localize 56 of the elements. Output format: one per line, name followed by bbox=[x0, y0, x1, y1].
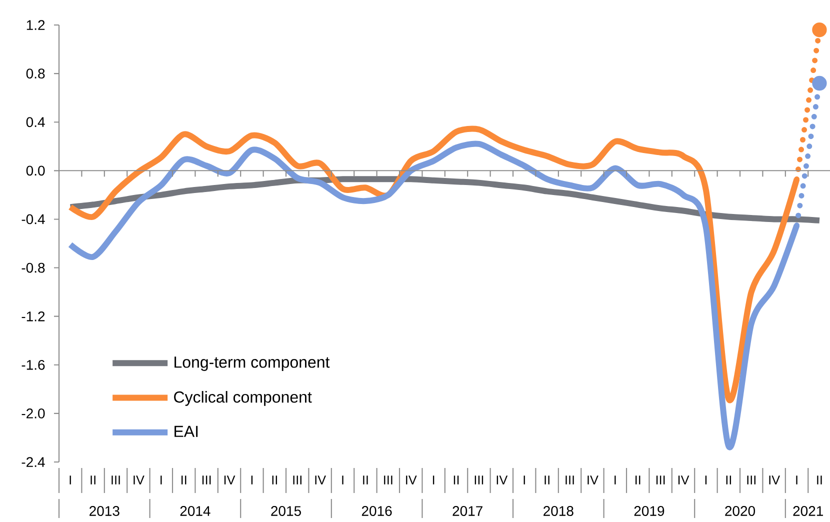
y-tick-label: -0.8 bbox=[22, 262, 45, 273]
text: 2020 bbox=[725, 506, 756, 516]
x-tick-label: II bbox=[363, 476, 368, 484]
x-tick-label: I bbox=[614, 476, 616, 484]
x-tick-label: I bbox=[432, 476, 434, 484]
x-tick-label: II bbox=[636, 476, 640, 484]
x-tick-label: I bbox=[160, 476, 162, 484]
x-tick-label: III bbox=[112, 476, 120, 484]
y-tick-label: -1.6 bbox=[22, 360, 45, 370]
x-tick-label: III bbox=[747, 476, 756, 484]
x-tick-label: IV bbox=[224, 476, 236, 484]
x-tick-label: I bbox=[705, 476, 707, 484]
x-tick-label: II bbox=[272, 476, 277, 484]
legend-label: EAI bbox=[174, 426, 198, 437]
text: 2013 bbox=[90, 506, 120, 516]
text: 2015 bbox=[271, 506, 301, 516]
x-tick-label: IV bbox=[134, 476, 144, 484]
x-tick-label: I bbox=[524, 476, 525, 484]
x-tick-label: IV bbox=[678, 476, 690, 484]
x-tick-label: II bbox=[817, 476, 822, 484]
y-tick-label: -0.4 bbox=[22, 214, 45, 224]
x-tick-label: III bbox=[293, 476, 302, 484]
x-tick-label: IV bbox=[769, 476, 780, 484]
text: 2021 bbox=[793, 506, 823, 516]
x-tick-label: III bbox=[656, 476, 665, 484]
x-tick-label: II bbox=[726, 476, 732, 484]
x-tick-label: III bbox=[384, 476, 392, 484]
x-tick-label: IV bbox=[588, 476, 598, 484]
text: 2018 bbox=[544, 506, 574, 516]
x-tick-label: II bbox=[454, 476, 459, 484]
y-tick-label: 0.8 bbox=[26, 68, 45, 79]
x-tick-label: II bbox=[544, 476, 550, 484]
y-tick-label: 0.4 bbox=[26, 117, 45, 128]
text: 2019 bbox=[634, 506, 664, 516]
legend-label: Long-term component bbox=[174, 356, 330, 371]
x-tick-label: IV bbox=[315, 476, 326, 484]
text: 2017 bbox=[452, 506, 482, 516]
text: 2016 bbox=[362, 506, 392, 516]
x-tick-label: III bbox=[474, 476, 484, 484]
text: 2014 bbox=[180, 506, 210, 516]
x-tick-label: I bbox=[70, 476, 71, 484]
y-tick-label: 0.0 bbox=[26, 166, 45, 176]
x-tick-label: III bbox=[566, 476, 574, 484]
x-tick-label: I bbox=[342, 476, 344, 484]
x-tick-label: III bbox=[202, 476, 211, 484]
legend-label: Cyclical component bbox=[174, 391, 312, 406]
x-tick-label: IV bbox=[406, 476, 417, 484]
x-tick-label: II bbox=[90, 476, 96, 484]
y-tick-label: -1.2 bbox=[22, 311, 45, 322]
y-tick-label: -2.4 bbox=[22, 457, 45, 467]
y-tick-label: 1.2 bbox=[26, 20, 45, 30]
x-tick-label: I bbox=[251, 476, 253, 484]
x-tick-label: IV bbox=[496, 476, 508, 484]
x-tick-label: II bbox=[182, 476, 186, 484]
y-tick-label: -2.0 bbox=[22, 408, 45, 418]
x-tick-label: I bbox=[796, 476, 798, 484]
